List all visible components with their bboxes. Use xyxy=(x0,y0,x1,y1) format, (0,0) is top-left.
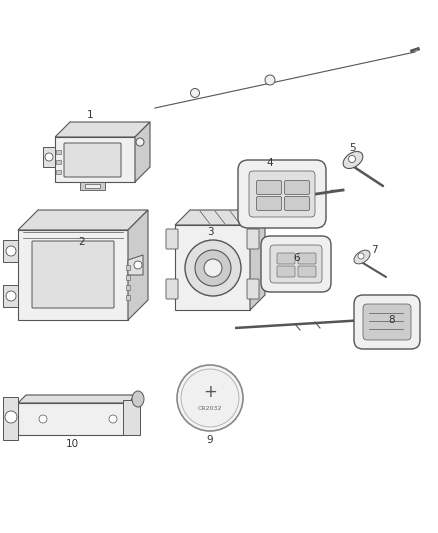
Polygon shape xyxy=(175,225,250,310)
Polygon shape xyxy=(3,285,18,307)
FancyBboxPatch shape xyxy=(85,184,100,188)
Polygon shape xyxy=(135,122,150,182)
Text: 7: 7 xyxy=(371,245,377,255)
FancyBboxPatch shape xyxy=(285,197,310,211)
Text: 10: 10 xyxy=(65,439,78,449)
Circle shape xyxy=(195,250,231,286)
Circle shape xyxy=(191,88,199,98)
Circle shape xyxy=(185,240,241,296)
FancyBboxPatch shape xyxy=(298,266,316,277)
FancyBboxPatch shape xyxy=(270,245,322,283)
Circle shape xyxy=(109,415,117,423)
Ellipse shape xyxy=(354,250,370,264)
Polygon shape xyxy=(18,403,128,435)
Polygon shape xyxy=(18,230,128,320)
FancyBboxPatch shape xyxy=(80,182,105,190)
Circle shape xyxy=(177,365,243,431)
Polygon shape xyxy=(43,147,55,167)
FancyBboxPatch shape xyxy=(247,229,259,249)
FancyBboxPatch shape xyxy=(166,279,178,299)
Circle shape xyxy=(358,253,364,259)
FancyBboxPatch shape xyxy=(56,160,61,164)
Polygon shape xyxy=(175,210,265,225)
Polygon shape xyxy=(55,122,150,137)
Circle shape xyxy=(5,411,17,423)
FancyBboxPatch shape xyxy=(285,181,310,195)
Polygon shape xyxy=(250,210,265,310)
FancyBboxPatch shape xyxy=(277,266,295,277)
Circle shape xyxy=(265,75,275,85)
Ellipse shape xyxy=(343,151,363,168)
FancyBboxPatch shape xyxy=(166,229,178,249)
Circle shape xyxy=(45,153,53,161)
Circle shape xyxy=(6,291,16,301)
Circle shape xyxy=(349,156,356,163)
Circle shape xyxy=(39,415,47,423)
Text: 9: 9 xyxy=(207,435,213,445)
FancyBboxPatch shape xyxy=(363,304,411,340)
FancyBboxPatch shape xyxy=(298,253,316,264)
FancyBboxPatch shape xyxy=(257,181,282,195)
Circle shape xyxy=(181,369,239,427)
FancyBboxPatch shape xyxy=(277,253,295,264)
FancyBboxPatch shape xyxy=(56,170,61,174)
Circle shape xyxy=(134,261,142,269)
Text: 4: 4 xyxy=(267,158,273,168)
Text: 2: 2 xyxy=(79,237,85,247)
Polygon shape xyxy=(3,240,18,262)
Polygon shape xyxy=(55,137,135,182)
Polygon shape xyxy=(128,255,143,275)
FancyBboxPatch shape xyxy=(126,295,130,300)
FancyBboxPatch shape xyxy=(32,241,114,308)
FancyBboxPatch shape xyxy=(354,295,420,349)
FancyBboxPatch shape xyxy=(126,285,130,290)
Text: 3: 3 xyxy=(207,227,213,237)
FancyBboxPatch shape xyxy=(247,279,259,299)
Polygon shape xyxy=(18,395,136,403)
Polygon shape xyxy=(128,210,148,320)
Text: +: + xyxy=(203,383,217,401)
Text: 6: 6 xyxy=(294,253,300,263)
FancyBboxPatch shape xyxy=(249,171,315,217)
Circle shape xyxy=(6,246,16,256)
Text: 1: 1 xyxy=(87,110,93,120)
Polygon shape xyxy=(3,397,18,440)
FancyBboxPatch shape xyxy=(126,275,130,280)
Text: 8: 8 xyxy=(389,315,396,325)
FancyBboxPatch shape xyxy=(257,197,282,211)
FancyBboxPatch shape xyxy=(64,143,121,177)
Circle shape xyxy=(136,138,144,146)
FancyBboxPatch shape xyxy=(261,236,331,292)
Ellipse shape xyxy=(132,391,144,407)
Polygon shape xyxy=(18,210,148,230)
FancyBboxPatch shape xyxy=(126,265,130,270)
Circle shape xyxy=(204,259,222,277)
FancyBboxPatch shape xyxy=(238,160,326,228)
Polygon shape xyxy=(123,400,140,435)
FancyBboxPatch shape xyxy=(56,150,61,154)
Text: CR2032: CR2032 xyxy=(198,406,222,410)
Text: 5: 5 xyxy=(349,143,355,153)
